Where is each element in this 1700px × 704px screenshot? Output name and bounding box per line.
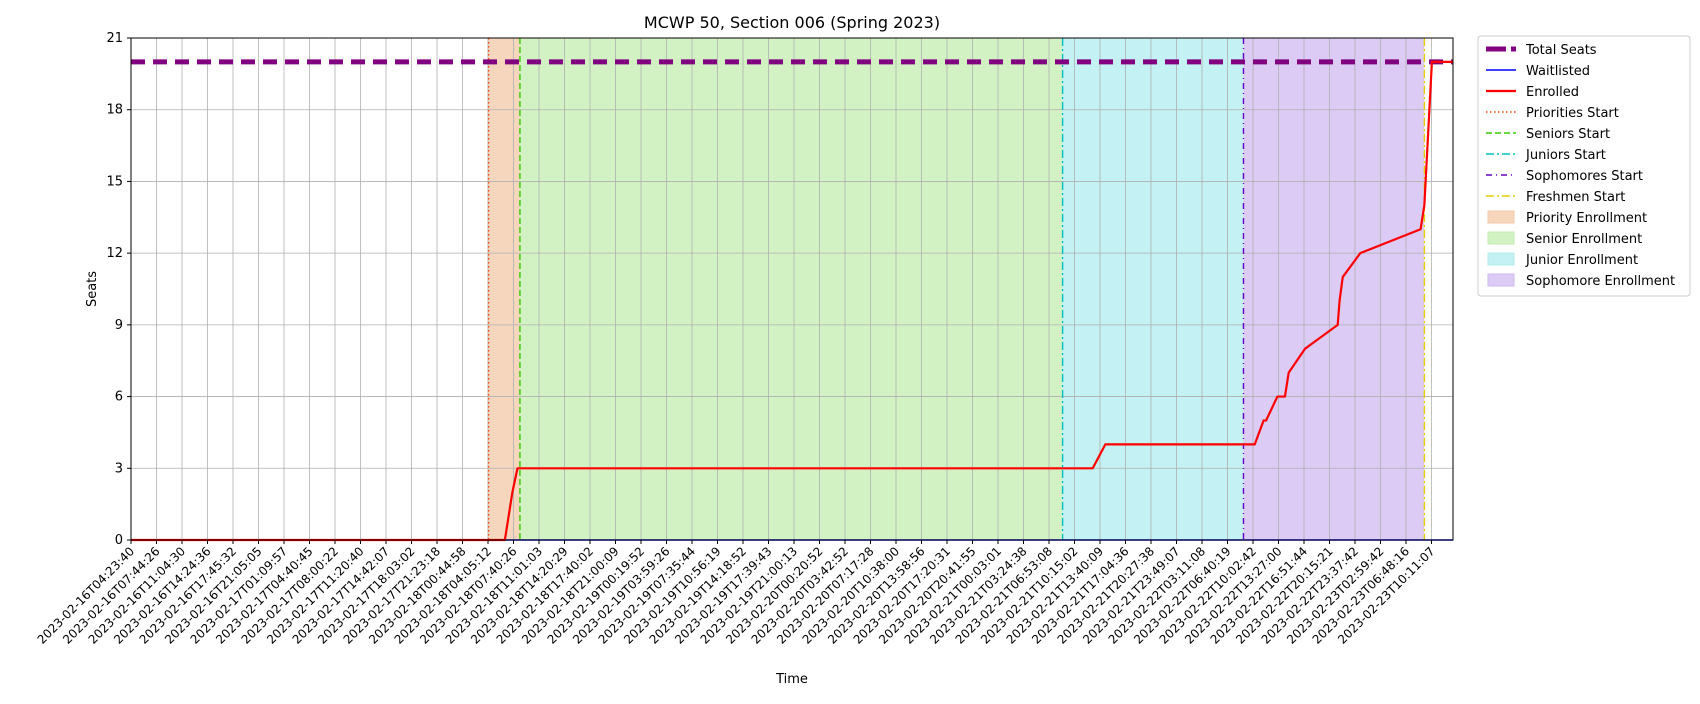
legend-label: Sophomore Enrollment — [1526, 274, 1675, 289]
enrollment-spans — [488, 38, 1425, 540]
legend-label: Senior Enrollment — [1526, 232, 1642, 247]
legend-swatch — [1487, 231, 1515, 245]
legend-swatch — [1487, 210, 1515, 224]
legend-label: Priorities Start — [1526, 106, 1619, 121]
y-axis-label: Seats — [85, 271, 100, 307]
y-tick-label: 15 — [106, 174, 123, 189]
span-senior-enrollment — [519, 38, 1063, 540]
y-tick-label: 12 — [106, 246, 123, 261]
legend-label: Total Seats — [1525, 43, 1597, 58]
y-tick-label: 18 — [106, 103, 123, 118]
legend-label: Freshmen Start — [1526, 190, 1625, 205]
legend-label: Juniors Start — [1525, 148, 1606, 163]
legend-item-sophomores-start: Sophomores Start — [1486, 169, 1643, 184]
chart-title: MCWP 50, Section 006 (Spring 2023) — [644, 13, 940, 32]
x-axis-label: Time — [775, 672, 808, 687]
legend-item-total-seats: Total Seats — [1486, 43, 1597, 58]
y-tick-label: 21 — [106, 31, 123, 46]
legend-item-junior-enrollment: Junior Enrollment — [1487, 252, 1638, 268]
legend-item-priorities-start: Priorities Start — [1486, 106, 1619, 121]
legend-swatch — [1487, 273, 1515, 287]
series-line-enrolled — [131, 60, 1453, 542]
legend-item-freshmen-start: Freshmen Start — [1486, 190, 1625, 205]
legend-label: Junior Enrollment — [1525, 253, 1638, 268]
y-tick-label: 9 — [115, 318, 123, 333]
legend: Total Seats Waitlisted Enrolled Priorities … — [1477, 35, 1691, 297]
legend-label: Enrolled — [1526, 85, 1579, 100]
legend-item-juniors-start: Juniors Start — [1486, 148, 1606, 163]
legend-item-seniors-start: Seniors Start — [1486, 127, 1610, 142]
legend-item-sophomore-enrollment: Sophomore Enrollment — [1487, 273, 1675, 289]
legend-label: Waitlisted — [1526, 64, 1590, 79]
legend-item-senior-enrollment: Senior Enrollment — [1487, 231, 1642, 247]
y-tick-label: 0 — [115, 533, 123, 548]
span-junior-enrollment — [1062, 38, 1244, 540]
span-sophomore-enrollment — [1243, 38, 1425, 540]
y-axis-ticks: 0 3 6 9 12 15 18 21 — [106, 31, 131, 548]
y-tick-label: 3 — [115, 461, 123, 476]
span-priority-enrollment — [488, 38, 520, 540]
x-axis-ticks: 2023-02-16T04:23:402023-02-16T07:44:2620… — [35, 540, 1438, 647]
legend-item-priority-enrollment: Priority Enrollment — [1487, 210, 1647, 226]
legend-item-waitlisted: Waitlisted — [1486, 64, 1590, 79]
legend-box — [1477, 35, 1691, 297]
legend-label: Sophomores Start — [1526, 169, 1643, 184]
legend-label: Seniors Start — [1526, 127, 1610, 142]
legend-item-enrolled: Enrolled — [1486, 85, 1579, 100]
phase-start-lines — [487, 38, 1426, 540]
legend-swatch — [1487, 252, 1515, 266]
y-tick-label: 6 — [115, 390, 123, 405]
plot-frame — [130, 37, 1454, 541]
legend-label: Priority Enrollment — [1526, 211, 1647, 226]
